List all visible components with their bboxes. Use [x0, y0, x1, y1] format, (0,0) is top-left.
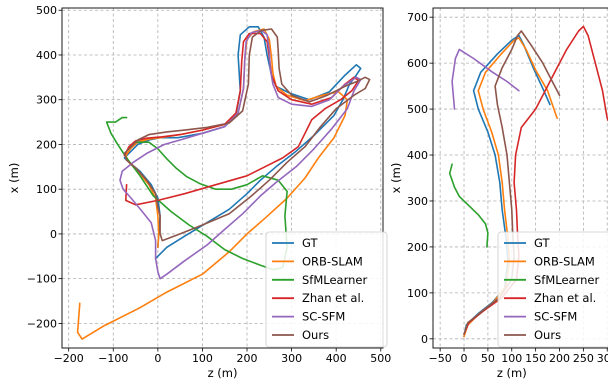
- y-tick-label: 200: [36, 138, 57, 151]
- legend-label: GT: [302, 236, 319, 250]
- y-tick-label: 400: [407, 149, 428, 162]
- x-tick-label: −100: [98, 352, 128, 365]
- x-tick-label: 250: [573, 352, 594, 365]
- series-line-sc-sfm: [451, 48, 520, 110]
- y-tick-label: 0: [50, 228, 57, 241]
- y-tick-label: 100: [36, 183, 57, 196]
- y-tick-label: 700: [407, 11, 428, 24]
- y-tick-label: 400: [36, 49, 57, 62]
- x-tick-label: 0: [154, 352, 161, 365]
- x-tick-label: 150: [525, 352, 546, 365]
- y-tick-label: −100: [27, 273, 57, 286]
- grid: [62, 8, 383, 348]
- legend: GT ORB-SLAM SfMLearner Zhan et al. SC-SFM Our…: [497, 231, 608, 348]
- y-tick-label: 600: [407, 57, 428, 70]
- x-tick-label: 200: [237, 352, 258, 365]
- legend-label: SC-SFM: [302, 310, 345, 324]
- legend-label: Zhan et al.: [302, 291, 364, 305]
- y-axis-label: x (m): [389, 163, 403, 194]
- legend-label: ORB-SLAM: [302, 254, 363, 268]
- x-axis-label: z (m): [497, 366, 527, 380]
- legend-label: SfMLearner: [302, 273, 367, 287]
- right-trajectory-plot: −500501001502002503000100200300400500600…: [389, 7, 608, 380]
- y-tick-label: 500: [36, 4, 57, 17]
- x-tick-label: 400: [326, 352, 347, 365]
- y-tick-label: 200: [407, 241, 428, 254]
- x-tick-label: −50: [429, 352, 452, 365]
- x-axis-label: z (m): [208, 366, 238, 380]
- series-line-sfmlearner: [448, 163, 489, 248]
- x-tick-label: 500: [370, 352, 391, 365]
- legend: GT ORB-SLAM SfMLearner Zhan et al. SC-SFM Our…: [265, 231, 388, 348]
- legend-label: Zhan et al.: [534, 291, 596, 305]
- legend-label: SC-SFM: [534, 310, 577, 324]
- series-line-zhan-et-al: [123, 32, 360, 206]
- y-axis-label: x (m): [7, 163, 21, 194]
- legend-label: SfMLearner: [534, 273, 599, 287]
- x-tick-label: −200: [54, 352, 84, 365]
- legend-label: ORB-SLAM: [534, 254, 595, 268]
- x-tick-label: 100: [192, 352, 213, 365]
- y-tick-label: −200: [27, 317, 57, 330]
- y-tick-label: 100: [407, 287, 428, 300]
- legend-label: Ours: [302, 328, 329, 342]
- series-line-ours: [123, 28, 371, 242]
- y-tick-label: 500: [407, 103, 428, 116]
- left-trajectory-plot: −200 −100 0 100 200 300 400 500 −200 −100 0 100 200 3…: [7, 4, 391, 380]
- y-tick-label: 0: [421, 333, 428, 346]
- y-tick-label: 300: [407, 195, 428, 208]
- axes-frame: [61, 7, 384, 349]
- series-line-orb-slam: [76, 28, 349, 340]
- x-tick-label: 300: [597, 352, 608, 365]
- axes-frame: [432, 7, 608, 349]
- x-tick-label: 0: [461, 352, 468, 365]
- x-tick-label: 100: [501, 352, 522, 365]
- x-tick-label: 300: [281, 352, 302, 365]
- x-tick-label: 50: [481, 352, 495, 365]
- legend-label: Ours: [534, 328, 561, 342]
- legend-label: GT: [534, 236, 551, 250]
- series-line-sc-sfm: [119, 29, 362, 280]
- legend-box: [265, 231, 388, 348]
- y-tick-label: 300: [36, 94, 57, 107]
- x-tick-label: 200: [549, 352, 570, 365]
